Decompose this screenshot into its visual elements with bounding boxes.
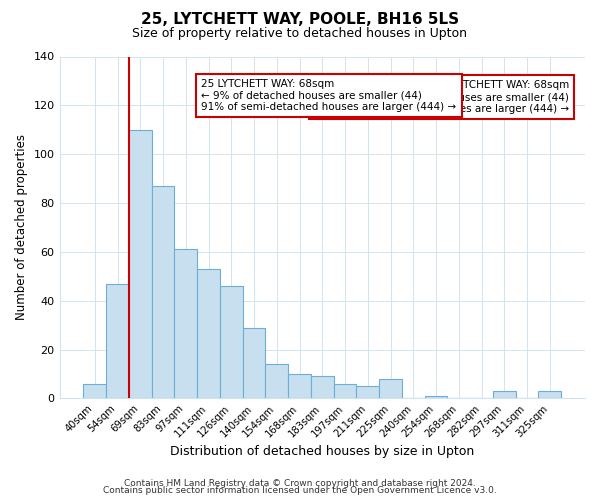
Text: 25 LYTCHETT WAY: 68sqm
← 9% of detached houses are smaller (44)
91% of semi-deta: 25 LYTCHETT WAY: 68sqm ← 9% of detached … <box>314 80 569 114</box>
Text: Contains public sector information licensed under the Open Government Licence v3: Contains public sector information licen… <box>103 486 497 495</box>
Bar <box>288 374 311 398</box>
Bar <box>311 376 334 398</box>
Y-axis label: Number of detached properties: Number of detached properties <box>15 134 28 320</box>
Bar <box>175 250 197 398</box>
Text: Size of property relative to detached houses in Upton: Size of property relative to detached ho… <box>133 28 467 40</box>
Bar <box>152 186 175 398</box>
Bar <box>242 328 265 398</box>
Bar <box>493 391 515 398</box>
Bar <box>197 269 220 398</box>
Text: 25, LYTCHETT WAY, POOLE, BH16 5LS: 25, LYTCHETT WAY, POOLE, BH16 5LS <box>141 12 459 28</box>
Bar <box>129 130 152 398</box>
Bar <box>83 384 106 398</box>
Bar <box>538 391 561 398</box>
Text: Contains HM Land Registry data © Crown copyright and database right 2024.: Contains HM Land Registry data © Crown c… <box>124 478 476 488</box>
Bar <box>334 384 356 398</box>
Bar <box>425 396 448 398</box>
Bar <box>379 379 402 398</box>
Bar <box>356 386 379 398</box>
Bar <box>220 286 242 399</box>
Bar <box>265 364 288 398</box>
X-axis label: Distribution of detached houses by size in Upton: Distribution of detached houses by size … <box>170 444 475 458</box>
Text: 25 LYTCHETT WAY: 68sqm
← 9% of detached houses are smaller (44)
91% of semi-deta: 25 LYTCHETT WAY: 68sqm ← 9% of detached … <box>202 78 457 112</box>
Bar <box>106 284 129 399</box>
